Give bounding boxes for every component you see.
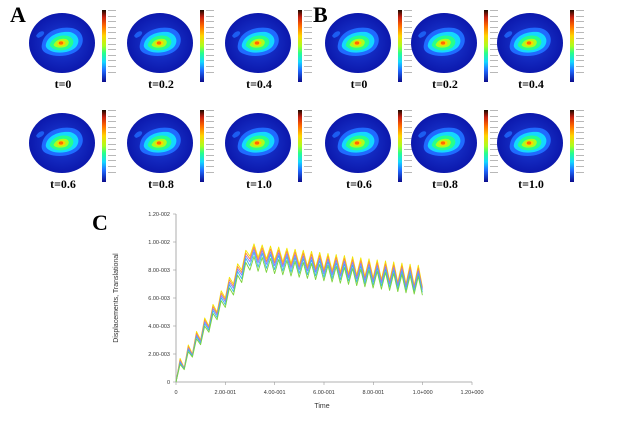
time-label: t=0 (350, 77, 368, 91)
colorbar-ticks (576, 110, 586, 182)
colorbar-ticks (108, 110, 118, 182)
colorbar (298, 110, 302, 182)
time-label: t=0.4 (518, 77, 544, 91)
x-tick-label: 0 (174, 390, 177, 396)
colorbar-ticks (304, 110, 314, 182)
time-label: t=0.2 (148, 77, 174, 91)
time-label: t=0 (54, 77, 72, 91)
colorbar (398, 110, 402, 182)
colorbar-ticks (108, 10, 118, 82)
time-label: t=0.4 (246, 77, 272, 91)
panel-b-cell-2: t=0.4 (494, 8, 586, 96)
colorbar (484, 110, 488, 182)
x-axis-label: Time (314, 403, 329, 410)
colorbar-ticks (206, 10, 216, 82)
x-tick-label: 1.20+000 (460, 390, 483, 396)
x-tick-label: 4.00-001 (264, 390, 286, 396)
colorbar-ticks (490, 110, 500, 182)
time-label: t=0.8 (432, 177, 458, 191)
colorbar (102, 110, 106, 182)
panel-a-cell-1: t=0.2 (124, 8, 216, 96)
y-tick-label: 6.00-003 (148, 296, 170, 302)
colorbar (200, 10, 204, 82)
series-line-4 (175, 256, 423, 383)
time-label: t=0.8 (148, 177, 174, 191)
colorbar (102, 10, 106, 82)
colorbar (200, 110, 204, 182)
colorbar-ticks (304, 10, 314, 82)
panel-a-cell-0: t=0 (26, 8, 118, 96)
panel-b-cell-0: t=0 (322, 8, 414, 96)
colorbar-ticks (404, 110, 414, 182)
series-line-2 (175, 249, 423, 383)
time-label: t=0.2 (432, 77, 458, 91)
y-tick-label: 4.00-003 (148, 324, 170, 330)
panel-a-label: A (10, 2, 26, 27)
panel-b-cell-3: t=0.6 (322, 108, 414, 196)
colorbar-ticks (206, 110, 216, 182)
panel-a-cell-5: t=1.0 (222, 108, 314, 196)
time-label: t=0.6 (50, 177, 76, 191)
colorbar-ticks (490, 10, 500, 82)
time-label: t=0.6 (346, 177, 372, 191)
y-tick-label: 2.00-003 (148, 352, 170, 358)
panel-b-cell-1: t=0.2 (408, 8, 500, 96)
panel-b-cell-4: t=0.8 (408, 108, 500, 196)
x-tick-label: 8.00-001 (362, 390, 384, 396)
panel-b-label: B (313, 2, 328, 27)
colorbar (484, 10, 488, 82)
x-tick-label: 2.00-001 (214, 390, 236, 396)
y-tick-label: 1.20-002 (148, 212, 170, 218)
chart-series (175, 243, 423, 383)
y-tick-label: 1.00-002 (148, 240, 170, 246)
time-label: t=1.0 (518, 177, 544, 191)
x-tick-label: 1.0+000 (413, 390, 433, 396)
panel-a-cell-2: t=0.4 (222, 8, 314, 96)
colorbar (570, 110, 574, 182)
panel-b-cell-5: t=1.0 (494, 108, 586, 196)
panel-c-label: C (92, 210, 108, 235)
colorbar (398, 10, 402, 82)
panel-a-cell-3: t=0.6 (26, 108, 118, 196)
colorbar-ticks (576, 10, 586, 82)
y-tick-label: 8.00-003 (148, 268, 170, 274)
colorbar-ticks (404, 10, 414, 82)
time-label: t=1.0 (246, 177, 272, 191)
series-line-3 (175, 251, 423, 383)
panel-a-cell-4: t=0.8 (124, 108, 216, 196)
y-tick-label: 0 (167, 380, 170, 386)
y-axis-label: Displacements, Translational (113, 253, 120, 343)
colorbar (298, 10, 302, 82)
colorbar (570, 10, 574, 82)
chart-axes: 0 2.00-001 4.00-001 6.00-001 8.00-001 1.0+000… (148, 212, 483, 396)
x-tick-label: 6.00-001 (313, 390, 335, 396)
